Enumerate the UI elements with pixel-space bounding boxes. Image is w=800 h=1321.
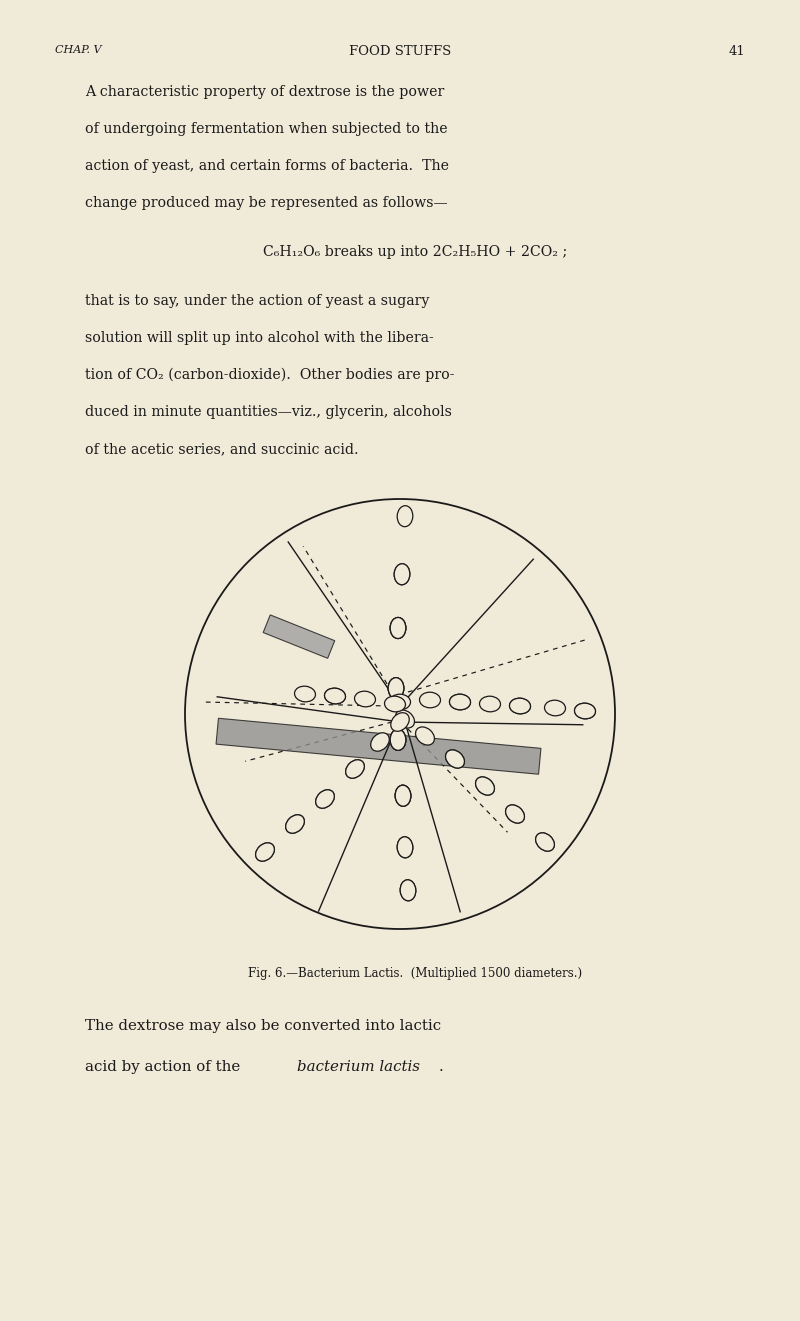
Ellipse shape bbox=[390, 729, 406, 750]
Ellipse shape bbox=[390, 617, 406, 638]
Ellipse shape bbox=[475, 777, 494, 795]
Ellipse shape bbox=[395, 709, 414, 728]
Text: CHAP. V: CHAP. V bbox=[55, 45, 102, 55]
Ellipse shape bbox=[536, 832, 554, 851]
Ellipse shape bbox=[390, 695, 410, 709]
Text: FOOD STUFFS: FOOD STUFFS bbox=[349, 45, 451, 58]
Text: that is to say, under the action of yeast a sugary: that is to say, under the action of yeas… bbox=[85, 295, 430, 308]
Ellipse shape bbox=[394, 564, 410, 585]
Ellipse shape bbox=[325, 688, 346, 704]
Ellipse shape bbox=[390, 729, 406, 750]
Ellipse shape bbox=[346, 760, 364, 778]
Ellipse shape bbox=[256, 843, 274, 861]
Ellipse shape bbox=[286, 815, 304, 834]
Ellipse shape bbox=[390, 713, 410, 732]
Ellipse shape bbox=[450, 695, 470, 709]
Ellipse shape bbox=[475, 777, 494, 795]
Text: bacterium lactis: bacterium lactis bbox=[297, 1059, 420, 1074]
Ellipse shape bbox=[325, 688, 346, 704]
Text: of undergoing fermentation when subjected to the: of undergoing fermentation when subjecte… bbox=[85, 122, 448, 136]
Ellipse shape bbox=[397, 836, 413, 857]
Ellipse shape bbox=[450, 695, 470, 709]
Text: duced in minute quantities—viz., glycerin, alcohols: duced in minute quantities—viz., glyceri… bbox=[85, 406, 452, 419]
Ellipse shape bbox=[388, 678, 404, 699]
Ellipse shape bbox=[400, 880, 416, 901]
Ellipse shape bbox=[395, 785, 411, 806]
Ellipse shape bbox=[397, 506, 413, 527]
Text: The dextrose may also be converted into lactic: The dextrose may also be converted into … bbox=[85, 1018, 441, 1033]
Ellipse shape bbox=[415, 727, 434, 745]
Ellipse shape bbox=[394, 564, 410, 585]
Ellipse shape bbox=[510, 699, 530, 713]
Ellipse shape bbox=[536, 832, 554, 851]
Ellipse shape bbox=[446, 750, 465, 768]
Ellipse shape bbox=[354, 691, 375, 707]
Text: 41: 41 bbox=[728, 45, 745, 58]
Ellipse shape bbox=[574, 703, 595, 719]
Ellipse shape bbox=[385, 696, 406, 712]
Text: A characteristic property of dextrose is the power: A characteristic property of dextrose is… bbox=[85, 85, 444, 99]
Ellipse shape bbox=[446, 750, 465, 768]
Ellipse shape bbox=[388, 678, 404, 699]
Ellipse shape bbox=[400, 880, 416, 901]
Text: .: . bbox=[439, 1059, 444, 1074]
Polygon shape bbox=[216, 719, 541, 774]
Ellipse shape bbox=[346, 760, 364, 778]
Ellipse shape bbox=[506, 804, 525, 823]
Circle shape bbox=[185, 499, 615, 929]
Ellipse shape bbox=[506, 804, 525, 823]
Text: of the acetic series, and succinic acid.: of the acetic series, and succinic acid. bbox=[85, 443, 358, 456]
Ellipse shape bbox=[390, 617, 406, 638]
Text: solution will split up into alcohol with the libera-: solution will split up into alcohol with… bbox=[85, 332, 434, 345]
Text: tion of CO₂ (carbon-dioxide).  Other bodies are pro-: tion of CO₂ (carbon-dioxide). Other bodi… bbox=[85, 369, 454, 382]
Ellipse shape bbox=[294, 686, 315, 701]
Ellipse shape bbox=[388, 678, 404, 699]
Ellipse shape bbox=[574, 703, 595, 719]
Ellipse shape bbox=[419, 692, 441, 708]
Ellipse shape bbox=[370, 733, 390, 752]
Ellipse shape bbox=[510, 699, 530, 713]
Ellipse shape bbox=[390, 617, 406, 638]
Text: change produced may be represented as follows—: change produced may be represented as fo… bbox=[85, 196, 448, 210]
Text: C₆H₁₂O₆ breaks up into 2C₂H₅HO + 2CO₂ ;: C₆H₁₂O₆ breaks up into 2C₂H₅HO + 2CO₂ ; bbox=[263, 244, 567, 259]
Polygon shape bbox=[263, 614, 334, 658]
Ellipse shape bbox=[256, 843, 274, 861]
Ellipse shape bbox=[397, 836, 413, 857]
Ellipse shape bbox=[479, 696, 501, 712]
Text: acid by action of the: acid by action of the bbox=[85, 1059, 245, 1074]
Text: action of yeast, and certain forms of bacteria.  The: action of yeast, and certain forms of ba… bbox=[85, 159, 449, 173]
Ellipse shape bbox=[286, 815, 304, 834]
Text: Fig. 6.—Bacterium Lactis.  (Multiplied 1500 diameters.): Fig. 6.—Bacterium Lactis. (Multiplied 15… bbox=[248, 967, 582, 980]
Ellipse shape bbox=[395, 785, 411, 806]
Ellipse shape bbox=[316, 790, 334, 808]
Ellipse shape bbox=[395, 785, 411, 806]
Ellipse shape bbox=[316, 790, 334, 808]
Ellipse shape bbox=[545, 700, 566, 716]
Ellipse shape bbox=[390, 729, 406, 750]
